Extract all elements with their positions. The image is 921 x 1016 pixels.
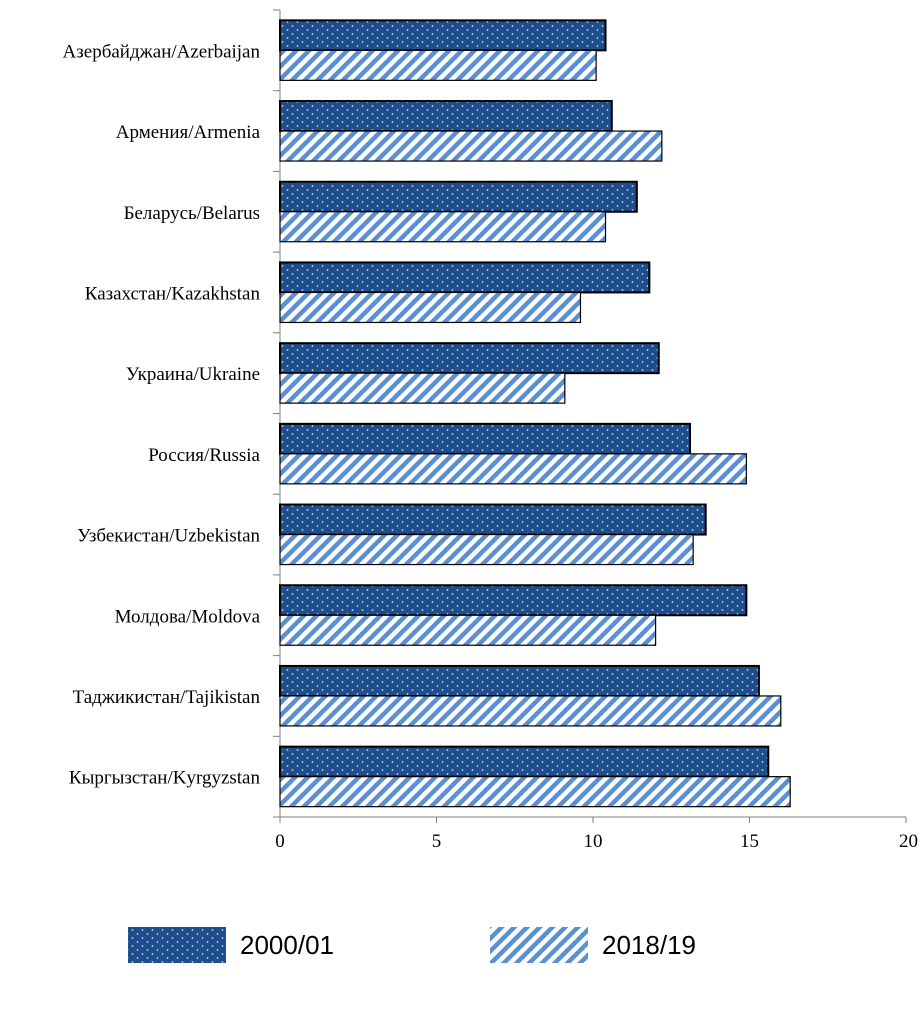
category-label: Узбекистан/Uzbekistan <box>77 526 260 547</box>
legend: 2000/01 2018/19 <box>128 927 696 963</box>
category-label: Россия/Russia <box>148 445 260 466</box>
bar-series-2 <box>279 776 791 808</box>
bar-series-2 <box>279 291 582 324</box>
bar-series-1 <box>279 422 692 455</box>
bar-series-2 <box>279 533 694 566</box>
bar-series-2 <box>279 453 747 485</box>
bar-series-2 <box>279 695 782 727</box>
bars <box>279 19 791 808</box>
legend-label: 2018/19 <box>602 930 696 960</box>
category-label: Молдова/Moldova <box>115 606 261 627</box>
category-label: Азербайджан/Azerbaijan <box>63 41 261 62</box>
legend-swatch <box>490 927 588 963</box>
category-label: Таджикистан/Tajikistan <box>73 687 261 708</box>
bar-series-1 <box>279 584 748 617</box>
category-label: Украина/Ukraine <box>126 364 260 385</box>
x-tick-label: 10 <box>584 831 603 852</box>
bar-series-1 <box>279 180 638 213</box>
bar-series-1 <box>279 19 607 52</box>
category-label: Казахстан/Kazakhstan <box>85 283 261 304</box>
category-label: Кыргызстан/Kyrgyzstan <box>69 768 261 789</box>
bar-series-1 <box>279 100 613 133</box>
category-labels: Азербайджан/Azerbaijan Армения/Armenia Бел… <box>63 41 261 788</box>
legend-label: 2000/01 <box>240 930 334 960</box>
bar-series-2 <box>279 614 657 646</box>
bar-series-1 <box>279 745 770 778</box>
bar-series-1 <box>279 342 660 375</box>
bar-series-2 <box>279 211 607 243</box>
x-tick-label: 5 <box>432 831 442 852</box>
category-label: Армения/Armenia <box>116 122 261 143</box>
bar-series-2 <box>279 49 597 81</box>
bar-series-1 <box>279 261 651 294</box>
bar-series-1 <box>279 503 707 536</box>
bar-series-1 <box>279 664 760 697</box>
bar-series-2 <box>279 130 663 162</box>
x-tick-label: 15 <box>740 831 759 852</box>
bar-series-2 <box>279 372 566 404</box>
legend-swatch <box>128 927 226 963</box>
x-tick-labels: 0 5 10 15 20 <box>275 831 918 852</box>
x-tick-label: 20 <box>899 831 918 852</box>
category-label: Беларусь/Belarus <box>124 203 260 224</box>
x-tick-label: 0 <box>275 831 285 852</box>
